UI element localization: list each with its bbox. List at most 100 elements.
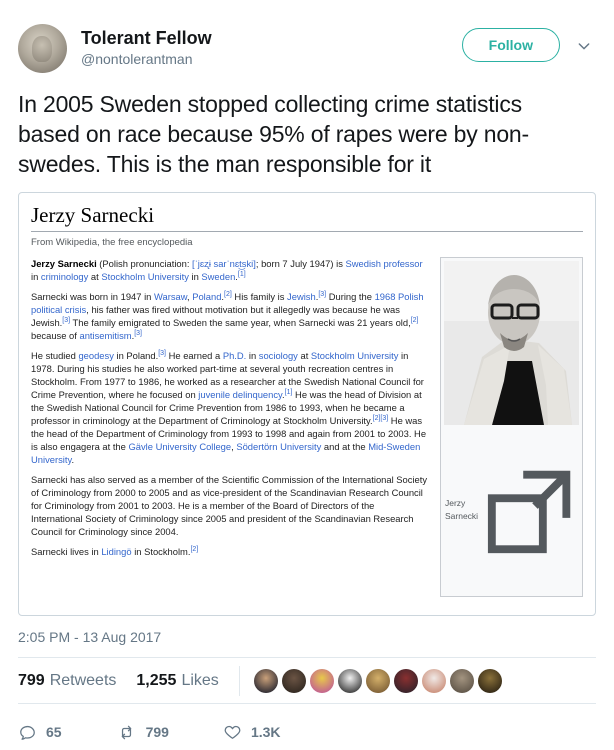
wiki-ref-link[interactable]: [3] (134, 329, 142, 337)
wiki-text: The family emigrated to Sweden the same … (70, 317, 411, 328)
wiki-link[interactable]: Swedish professor (345, 258, 423, 269)
wiki-link[interactable]: antisemitism (79, 330, 132, 341)
wiki-text: in (188, 271, 202, 282)
wiki-paragraph: Sarnecki lives in Lidingö in Stockholm.[… (31, 545, 583, 558)
engagement-stats-row: 799 Retweets 1,255 Likes (18, 657, 596, 704)
embedded-wikipedia-image[interactable]: Jerzy Sarnecki From Wikipedia, the free … (18, 192, 596, 616)
author-info[interactable]: Tolerant Fellow @nontolerantman (81, 24, 462, 69)
wiki-text: (Polish pronunciation: (96, 258, 193, 269)
wiki-text: . (235, 271, 238, 282)
reply-button[interactable]: 65 (18, 723, 62, 742)
wiki-ref-link[interactable]: [2] (224, 290, 232, 298)
wiki-link[interactable]: sociology (258, 350, 298, 361)
wiki-text: in (31, 271, 41, 282)
wiki-text: He earned a (166, 350, 223, 361)
wiki-ref-link[interactable]: [1] (284, 388, 293, 396)
wiki-link[interactable]: juvenile delinquency (198, 389, 283, 400)
follow-button[interactable]: Follow (461, 28, 560, 62)
author-avatar[interactable] (18, 24, 67, 73)
wiki-ref-link[interactable]: [1] (237, 270, 246, 278)
retweet-icon (121, 725, 131, 739)
retweets-count: 799 (18, 671, 45, 689)
liker-avatar[interactable] (309, 668, 334, 693)
wiki-text: , his father was fired without motivatio… (31, 304, 400, 328)
wiki-link[interactable]: Lidingö (101, 546, 132, 557)
wiki-paragraph: Sarnecki was born in 1947 in Warsaw, Pol… (31, 290, 583, 342)
wiki-text: . (131, 330, 135, 341)
liker-avatar[interactable] (393, 668, 418, 693)
wiki-paragraphs: Jerzy Sarnecki (Polish pronunciation: [ˈ… (31, 257, 583, 558)
wiki-article-title: Jerzy Sarnecki (31, 203, 583, 232)
wiki-text: in Stockholm. (131, 546, 191, 557)
wiki-link[interactable]: geodesy (78, 350, 114, 361)
wiki-ref-link[interactable]: [2] (410, 316, 419, 324)
wiki-text: in Poland. (113, 350, 159, 361)
wiki-link[interactable]: criminology (40, 271, 89, 282)
wiki-ref-link[interactable]: [2] (190, 545, 199, 553)
enlarge-icon[interactable] (484, 428, 578, 592)
wiki-link[interactable]: Warsaw (154, 291, 187, 302)
wiki-thumbnail-frame: Jerzy Sarnecki (440, 257, 583, 597)
more-menu-caret[interactable] (576, 38, 592, 59)
tweet-actions-row: 65 799 1.3K (18, 714, 596, 750)
wiki-link[interactable]: 1968 Polish political crisis (31, 291, 424, 315)
retweets-stat[interactable]: 799 Retweets (18, 672, 116, 690)
wiki-text: He studied (31, 350, 79, 361)
wiki-text: , (231, 441, 237, 452)
wiki-text: and at the (321, 441, 369, 452)
liker-avatar[interactable] (449, 668, 474, 693)
chevron-down-icon (578, 43, 590, 50)
like-button[interactable]: 1.3K (223, 723, 281, 742)
wiki-text: at (88, 271, 102, 282)
wiki-text: , (187, 291, 193, 302)
retweet-button[interactable]: 799 (116, 723, 169, 742)
wiki-thumb-caption-row: Jerzy Sarnecki (444, 425, 579, 593)
wiki-bold-text: Jerzy Sarnecki (31, 258, 97, 269)
likes-label: Likes (181, 671, 219, 689)
author-handle[interactable]: @nontolerantman (81, 51, 193, 67)
tweet-header: Tolerant Fellow @nontolerantman Follow (18, 24, 596, 73)
wiki-text: His family is (231, 291, 288, 302)
wiki-ref-link[interactable]: [3] (62, 316, 71, 324)
wiki-text: Sarnecki was born in 1947 in (31, 291, 154, 302)
wiki-link[interactable]: Stockholm University (310, 350, 399, 361)
wiki-text: . (221, 291, 225, 302)
liker-avatar[interactable] (281, 668, 306, 693)
wiki-paragraph: He studied geodesy in Poland.[3] He earn… (31, 349, 583, 466)
wiki-link[interactable]: Sweden (201, 271, 236, 282)
wiki-body: Jerzy Sarnecki Jerzy Sarnecki (Polish pr… (31, 257, 583, 597)
portrait-image[interactable] (444, 261, 579, 425)
liker-avatar[interactable] (253, 668, 278, 693)
wiki-link[interactable]: Ph.D. (222, 350, 247, 361)
wiki-text: Sarnecki lives in (31, 546, 102, 557)
wiki-text: He was the head of the Department of Cri… (31, 415, 427, 452)
tweet-timestamp[interactable]: 2:05 PM - 13 Aug 2017 (18, 629, 162, 645)
wiki-ref-link[interactable]: [3] (318, 290, 327, 298)
author-name[interactable]: Tolerant Fellow (81, 28, 212, 48)
wiki-link[interactable]: [ˈjɛʐɨ sarˈnɛt͜ski] (192, 258, 256, 269)
wiki-text: . (282, 389, 285, 400)
liker-avatar[interactable] (477, 668, 502, 693)
wiki-link[interactable]: Gävle University College (128, 441, 232, 452)
liker-avatar[interactable] (421, 668, 446, 693)
wiki-link[interactable]: Mid-Sweden University (31, 441, 421, 465)
wiki-link[interactable]: Jewish (287, 291, 316, 302)
tweet-text: In 2005 Sweden stopped collecting crime … (18, 91, 529, 177)
wiki-link[interactable]: Poland (192, 291, 222, 302)
wiki-thumb-caption: Jerzy Sarnecki (445, 498, 479, 521)
wiki-ref-link[interactable]: [2][3] (372, 414, 389, 422)
likes-count: 1,255 (136, 671, 177, 689)
wiki-link[interactable]: Stockholm University (101, 271, 189, 282)
wiki-text: Sarnecki has also served as a member of … (31, 474, 428, 537)
wiki-ref-link[interactable]: [3] (158, 349, 166, 357)
liker-avatar[interactable] (337, 668, 362, 693)
likes-stat[interactable]: 1,255 Likes (136, 672, 218, 690)
wiki-link[interactable]: Södertörn University (236, 441, 322, 452)
tweet-permalink-page: Tolerant Fellow @nontolerantman Follow I… (18, 24, 596, 740)
wiki-paragraph: Jerzy Sarnecki (Polish pronunciation: [ˈ… (31, 257, 583, 283)
wiki-paragraph: Sarnecki has also served as a member of … (31, 473, 583, 538)
wiki-text: because of (31, 330, 80, 341)
wiki-tagline: From Wikipedia, the free encyclopedia (31, 237, 193, 248)
liker-avatar[interactable] (365, 668, 390, 693)
wiki-text: ; born 7 July 1947) is (255, 258, 346, 269)
